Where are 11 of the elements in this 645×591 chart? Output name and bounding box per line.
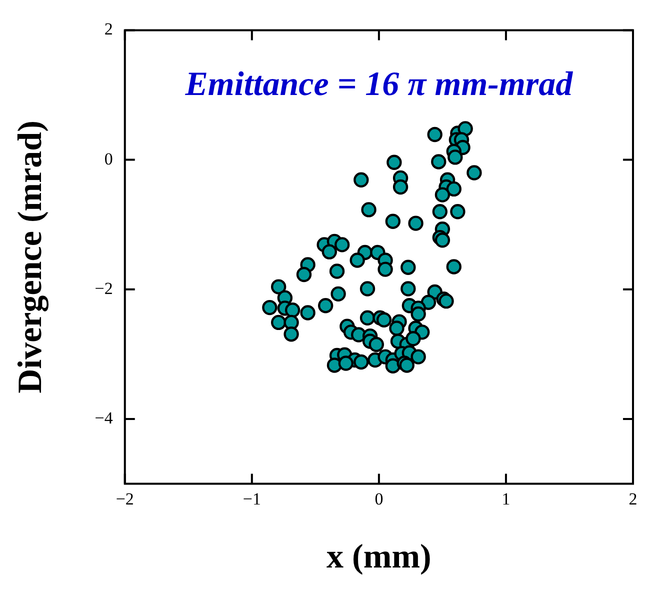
x-tick-label: 0 bbox=[374, 489, 384, 508]
y-axis-title: Divergence (mrad) bbox=[12, 120, 50, 394]
x-tick-label: 2 bbox=[628, 489, 638, 508]
x-tick-label: −1 bbox=[242, 489, 261, 508]
y-tick-label: −4 bbox=[94, 408, 114, 428]
y-tick-label: −2 bbox=[94, 278, 113, 298]
y-tick-label: 2 bbox=[104, 20, 113, 39]
annotation: Emittance = 16 π mm-mrad bbox=[184, 66, 574, 103]
y-tick-label: 0 bbox=[104, 149, 113, 168]
x-tick-label: 1 bbox=[502, 489, 510, 508]
x-axis-title: x (mm) bbox=[326, 538, 432, 576]
